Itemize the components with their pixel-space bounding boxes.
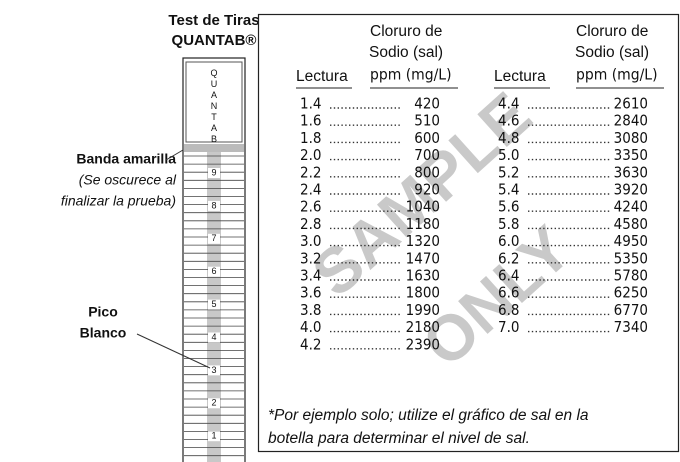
reading: 5.0 [498, 146, 519, 164]
reading: 6.4 [498, 267, 519, 285]
band-title: Banda amarilla [76, 151, 176, 167]
reading: 4.0 [300, 318, 321, 336]
ppm: 7340 [614, 318, 648, 336]
strip-title: Test de Tiras [168, 12, 259, 29]
header-unit: ppm (mg/L) [370, 66, 452, 84]
header-measure: Cloruro de [370, 23, 442, 40]
ppm: 3920 [614, 181, 648, 199]
header-reading: Lectura [494, 68, 546, 85]
ppm: 3630 [614, 163, 648, 181]
band-note: (Se oscurece al [79, 172, 177, 188]
reading: 3.2 [300, 249, 321, 267]
reading: 6.8 [498, 301, 519, 319]
ppm: 1800 [406, 284, 440, 302]
ppm: 2180 [406, 318, 440, 336]
peak-label: Pico [88, 304, 118, 320]
ppm: 600 [414, 129, 440, 147]
reading: 6.6 [498, 284, 519, 302]
reading: 2.4 [300, 181, 321, 199]
ppm: 4950 [614, 232, 648, 250]
scale-number: 9 [211, 167, 216, 177]
scale-number: 1 [211, 431, 216, 441]
reading: 5.2 [498, 163, 519, 181]
ppm: 3080 [614, 129, 648, 147]
ppm: 6250 [614, 284, 648, 302]
header-measure: Sodio (sal) [369, 44, 443, 61]
ppm: 1320 [406, 232, 440, 250]
scale-number: 3 [211, 365, 216, 375]
reading: 7.0 [498, 318, 519, 336]
reading: 5.6 [498, 198, 519, 216]
strip-label: QUANTAB [209, 68, 219, 145]
scale-number: 8 [211, 200, 216, 210]
page: Test de Tiras QUANTAB® QUANTAB 987654321… [0, 0, 680, 462]
reading: 3.6 [300, 284, 321, 302]
ppm: 2610 [614, 95, 648, 113]
ppm: 700 [414, 146, 440, 164]
reading: 3.0 [300, 232, 321, 250]
band-note: finalizar la prueba) [61, 193, 176, 209]
ppm: 2390 [406, 335, 440, 353]
ppm: 4240 [614, 198, 648, 216]
footnote: *Por ejemplo solo; utilize el gráfico de… [268, 407, 589, 424]
reading: 4.8 [498, 129, 519, 147]
peak-label: Blanco [80, 325, 127, 341]
reading: 2.6 [300, 198, 321, 216]
reading: 2.0 [300, 146, 321, 164]
reading: 2.2 [300, 163, 321, 181]
scale-number: 6 [211, 266, 216, 276]
reading: 1.4 [300, 95, 321, 113]
ppm: 6770 [614, 301, 648, 319]
reading: 4.4 [498, 95, 519, 113]
ppm: 2840 [614, 112, 648, 130]
header-measure: Cloruro de [576, 23, 648, 40]
reading: 1.8 [300, 129, 321, 147]
ppm: 5780 [614, 267, 648, 285]
reading: 1.6 [300, 112, 321, 130]
scale-number: 7 [211, 233, 216, 243]
ppm: 5350 [614, 249, 648, 267]
reading: 5.8 [498, 215, 519, 233]
ppm: 510 [414, 112, 440, 130]
ppm: 1630 [406, 267, 440, 285]
reading: 3.8 [300, 301, 321, 319]
header-unit: ppm (mg/L) [576, 66, 658, 84]
ppm: 920 [414, 181, 440, 199]
strip: QUANTAB 9 8 7 6 5 4 3 2 1 [183, 58, 245, 462]
reading: 2.8 [300, 215, 321, 233]
footnote: botella para determinar el nivel de sal. [268, 430, 530, 447]
reading: 3.4 [300, 267, 321, 285]
scale-number: 2 [211, 398, 216, 408]
ppm: 1180 [406, 215, 440, 233]
watermark: SAMPLE ONLY [298, 78, 584, 380]
header-reading: Lectura [296, 68, 348, 85]
ppm: 420 [414, 95, 440, 113]
scale-number: 5 [211, 299, 216, 309]
reading: 6.0 [498, 232, 519, 250]
reading: 4.6 [498, 112, 519, 130]
scale-number: 4 [211, 332, 216, 342]
reading: 6.2 [498, 249, 519, 267]
ppm: 3350 [614, 146, 648, 164]
reading: 5.4 [498, 181, 519, 199]
ppm: 800 [414, 163, 440, 181]
reading: 4.2 [300, 335, 321, 353]
ppm: 4580 [614, 215, 648, 233]
ppm: 1990 [406, 301, 440, 319]
ppm: 1470 [406, 249, 440, 267]
strip-brand: QUANTAB® [172, 32, 257, 49]
header-measure: Sodio (sal) [575, 44, 649, 61]
yellow-band [184, 144, 244, 152]
ppm: 1040 [406, 198, 440, 216]
